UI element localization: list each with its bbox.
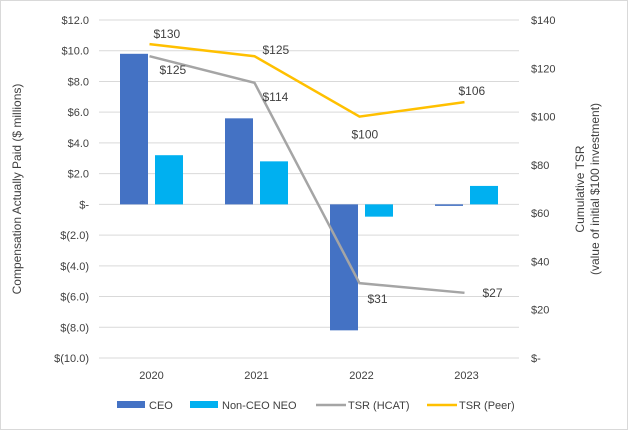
left-tick-label: $(2.0): [60, 230, 89, 242]
line-tsr-hcat-: [149, 55, 465, 295]
bar-ceo-2021: [225, 118, 253, 205]
left-axis-title: Compensation Actually Paid ($ millions): [10, 84, 24, 295]
right-tick-label: $20: [531, 305, 549, 317]
right-tick-label: $-: [531, 353, 541, 365]
legend-label: TSR (Peer): [459, 400, 515, 412]
legend-label: CEO: [149, 400, 173, 412]
right-tick-label: $80: [531, 160, 549, 172]
right-tick-label: $120: [531, 63, 555, 75]
left-tick-label: $(8.0): [60, 322, 89, 334]
right-axis-title-line2: (value of initial $100 investment): [588, 103, 602, 275]
data-label: $27: [483, 286, 503, 300]
left-tick-label: $6.0: [68, 107, 89, 119]
left-tick-label: $10.0: [61, 46, 89, 58]
left-tick-label: $(10.0): [54, 353, 89, 365]
right-axis-title-line1: Cumulative TSR: [573, 145, 587, 232]
line-tsr-peer-: [149, 42, 465, 118]
data-label: $100: [352, 128, 379, 142]
left-tick-label: $4.0: [68, 138, 89, 150]
x-tick-label: 2021: [244, 370, 268, 382]
right-tick-label: $140: [531, 15, 555, 27]
data-label: $125: [160, 63, 187, 77]
left-tick-label: $(4.0): [60, 261, 89, 273]
data-label: $114: [263, 90, 289, 104]
legend-label: Non-CEO NEO: [222, 400, 297, 412]
right-tick-label: $40: [531, 256, 549, 268]
bar-ceo-2020: [120, 53, 148, 205]
x-tick-label: 2023: [454, 370, 478, 382]
left-tick-label: $-: [79, 199, 89, 211]
right-tick-label: $60: [531, 208, 549, 220]
bar-ceo-2022: [330, 204, 358, 331]
x-tick-label: 2022: [349, 370, 373, 382]
legend: CEO Non-CEO NEO TSR (HCAT) TSR (Peer): [117, 400, 515, 412]
legend-swatch: [117, 401, 145, 408]
left-tick-label: $8.0: [68, 76, 89, 88]
left-tick-label: $2.0: [68, 169, 89, 181]
bar-ceo-2023: [435, 204, 463, 206]
legend-label: TSR (HCAT): [348, 400, 410, 412]
data-label: $106: [459, 84, 486, 98]
right-tick-label: $100: [531, 112, 555, 124]
left-tick-label: $12.0: [61, 15, 89, 27]
data-label: $31: [368, 292, 388, 306]
data-label: $125: [263, 43, 290, 57]
data-label: $130: [154, 27, 181, 41]
bar-non-ceo-neo-2020: [155, 155, 183, 205]
bar-non-ceo-neo-2022: [365, 204, 393, 217]
legend-swatch: [190, 401, 218, 408]
left-tick-label: $(6.0): [60, 292, 89, 304]
bar-non-ceo-neo-2023: [470, 185, 498, 205]
bar-non-ceo-neo-2021: [260, 161, 288, 205]
x-tick-label: 2020: [139, 370, 163, 382]
